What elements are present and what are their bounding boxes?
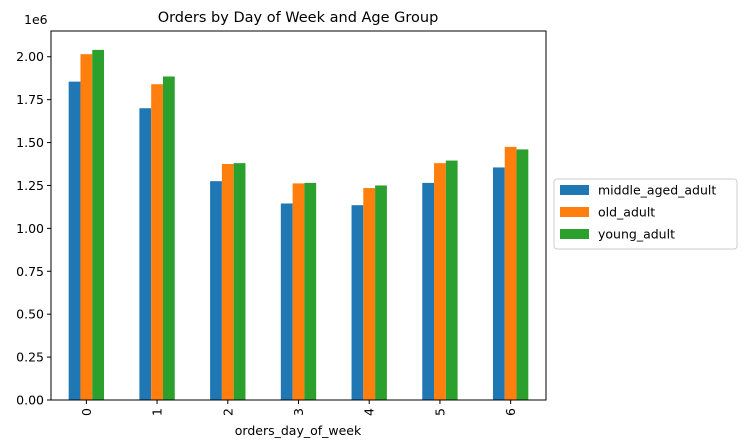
y-axis-exponent-label: 1e6 — [24, 12, 48, 27]
bar-old-adult-6 — [504, 146, 517, 400]
bar-young-adult-3 — [304, 182, 317, 400]
bar-middle-aged-adult-6 — [492, 167, 505, 400]
x-tick-label: 3 — [291, 408, 306, 416]
y-tick-label: 1.25 — [16, 178, 44, 193]
bar-old-adult-2 — [221, 164, 234, 400]
y-tick-label: 1.50 — [16, 135, 44, 150]
bar-old-adult-4 — [363, 188, 376, 400]
legend-label-old-adult: old_adult — [598, 205, 655, 220]
legend-frame — [553, 178, 738, 250]
y-tick-label: 0.50 — [16, 307, 44, 322]
bar-middle-aged-adult-1 — [139, 108, 152, 401]
legend-label-middle-aged-adult: middle_aged_adult — [598, 183, 716, 198]
bar-middle-aged-adult-5 — [422, 182, 435, 400]
x-axis: 0 1 2 3 4 5 6 — [79, 400, 518, 416]
x-tick-label: 4 — [362, 408, 377, 416]
x-tick-label: 6 — [503, 408, 518, 416]
bar-young-adult-2 — [233, 163, 246, 400]
bar-young-adult-6 — [516, 149, 529, 400]
x-tick-label: 0 — [79, 408, 94, 416]
bar-young-adult-5 — [445, 160, 458, 400]
y-tick-label: 0.75 — [16, 264, 44, 279]
bar-middle-aged-adult-0 — [68, 81, 81, 400]
bar-middle-aged-adult-2 — [210, 181, 222, 400]
y-tick-label: 0.00 — [16, 393, 44, 408]
y-tick-label: 1.00 — [16, 221, 44, 236]
bar-old-adult-1 — [151, 84, 163, 400]
legend-label-young-adult: young_adult — [598, 227, 675, 242]
x-tick-label: 5 — [432, 408, 447, 416]
x-tick-label: 2 — [220, 408, 235, 416]
chart-title: Orders by Day of Week and Age Group — [158, 10, 439, 26]
x-axis-title: orders_day_of_week — [235, 423, 362, 438]
y-tick-label: 2.00 — [16, 49, 44, 64]
y-axis: 0.00 0.25 0.50 0.75 1.00 1.25 1.50 1.75 2.00 — [16, 49, 51, 408]
bar-middle-aged-adult-3 — [280, 203, 293, 400]
bar-old-adult-3 — [292, 183, 305, 400]
bar-young-adult-0 — [92, 49, 105, 401]
y-tick-label: 1.75 — [16, 92, 44, 107]
legend-swatch-old-adult — [560, 207, 589, 217]
x-tick-label: 1 — [150, 408, 165, 416]
bar-old-adult-5 — [434, 163, 446, 400]
legend-swatch-young-adult — [560, 229, 589, 239]
y-tick-label: 0.25 — [16, 350, 44, 365]
bar-young-adult-4 — [375, 185, 387, 400]
bar-middle-aged-adult-4 — [351, 205, 364, 400]
legend: middle_aged_adult old_adult young_adult — [553, 178, 738, 250]
bar-old-adult-0 — [80, 54, 93, 400]
bar-young-adult-1 — [162, 76, 175, 401]
bars-group — [68, 49, 529, 401]
legend-swatch-middle-aged-adult — [560, 185, 589, 195]
